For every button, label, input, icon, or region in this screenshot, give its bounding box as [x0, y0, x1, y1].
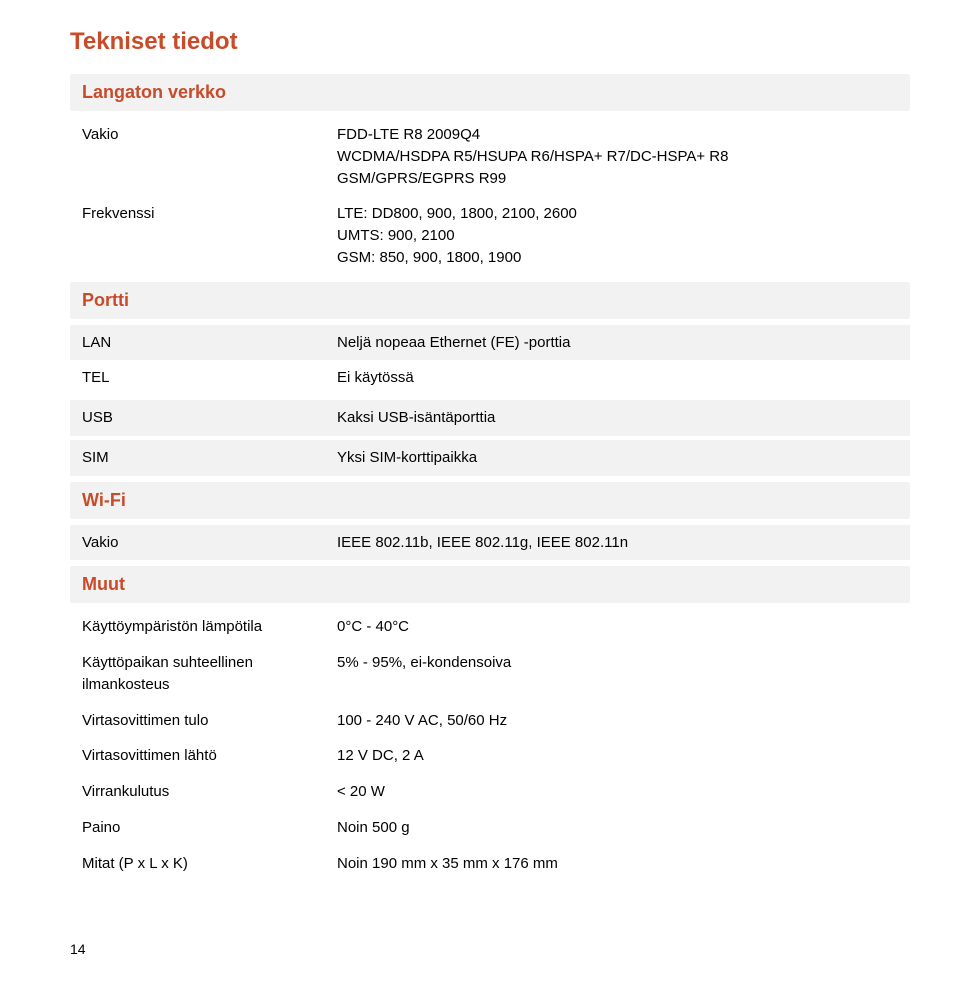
label-wifi-vakio: Vakio — [82, 532, 337, 554]
row-weight: Paino Noin 500 g — [70, 810, 910, 846]
section-wifi: Wi-Fi — [70, 482, 910, 519]
vakio-line-0: FDD-LTE R8 2009Q4 — [337, 124, 898, 146]
label-temp: Käyttöympäristön lämpötila — [82, 616, 337, 638]
label-psu-out: Virtasovittimen lähtö — [82, 745, 337, 767]
section-portti: Portti — [70, 282, 910, 319]
page-title: Tekniset tiedot — [70, 28, 910, 56]
freq-line-2: GSM: 850, 900, 1800, 1900 — [337, 247, 898, 269]
section-wireless: Langaton verkko — [70, 74, 910, 111]
row-lan: LAN Neljä nopeaa Ethernet (FE) -porttia — [70, 325, 910, 361]
label-humidity: Käyttöpaikan suhteellinen ilmankosteus — [82, 652, 337, 696]
value-tel: Ei käytössä — [337, 367, 898, 389]
row-temp: Käyttöympäristön lämpötila 0°C - 40°C — [70, 609, 910, 645]
value-usb: Kaksi USB-isäntäporttia — [337, 407, 898, 429]
row-tel: TEL Ei käytössä — [70, 360, 910, 396]
label-sim: SIM — [82, 447, 337, 469]
row-wifi-vakio: Vakio IEEE 802.11b, IEEE 802.11g, IEEE 8… — [70, 525, 910, 561]
row-usb: USB Kaksi USB-isäntäporttia — [70, 400, 910, 436]
value-frekvenssi: LTE: DD800, 900, 1800, 2100, 2600 UMTS: … — [337, 203, 898, 268]
label-vakio: Vakio — [82, 124, 337, 189]
value-wifi-vakio: IEEE 802.11b, IEEE 802.11g, IEEE 802.11n — [337, 532, 898, 554]
value-sim: Yksi SIM-korttipaikka — [337, 447, 898, 469]
freq-line-1: UMTS: 900, 2100 — [337, 225, 898, 247]
value-power: < 20 W — [337, 781, 898, 803]
label-lan: LAN — [82, 332, 337, 354]
value-dims: Noin 190 mm x 35 mm x 176 mm — [337, 853, 898, 875]
value-vakio: FDD-LTE R8 2009Q4 WCDMA/HSDPA R5/HSUPA R… — [337, 124, 898, 189]
row-power: Virrankulutus < 20 W — [70, 774, 910, 810]
label-power: Virrankulutus — [82, 781, 337, 803]
label-tel: TEL — [82, 367, 337, 389]
row-dims: Mitat (P x L x K) Noin 190 mm x 35 mm x … — [70, 846, 910, 882]
value-humidity: 5% - 95%, ei-kondensoiva — [337, 652, 898, 696]
vakio-line-1: WCDMA/HSDPA R5/HSUPA R6/HSPA+ R7/DC-HSPA… — [337, 146, 898, 168]
value-psu-in: 100 - 240 V AC, 50/60 Hz — [337, 710, 898, 732]
row-psu-in: Virtasovittimen tulo 100 - 240 V AC, 50/… — [70, 703, 910, 739]
page-number: 14 — [70, 941, 910, 957]
row-frekvenssi: Frekvenssi LTE: DD800, 900, 1800, 2100, … — [70, 196, 910, 275]
value-weight: Noin 500 g — [337, 817, 898, 839]
label-weight: Paino — [82, 817, 337, 839]
row-vakio: Vakio FDD-LTE R8 2009Q4 WCDMA/HSDPA R5/H… — [70, 117, 910, 196]
value-psu-out: 12 V DC, 2 A — [337, 745, 898, 767]
vakio-line-2: GSM/GPRS/EGPRS R99 — [337, 168, 898, 190]
label-psu-in: Virtasovittimen tulo — [82, 710, 337, 732]
row-psu-out: Virtasovittimen lähtö 12 V DC, 2 A — [70, 738, 910, 774]
row-sim: SIM Yksi SIM-korttipaikka — [70, 440, 910, 476]
row-humidity: Käyttöpaikan suhteellinen ilmankosteus 5… — [70, 645, 910, 703]
section-muut: Muut — [70, 566, 910, 603]
label-usb: USB — [82, 407, 337, 429]
value-lan: Neljä nopeaa Ethernet (FE) -porttia — [337, 332, 898, 354]
label-dims: Mitat (P x L x K) — [82, 853, 337, 875]
value-temp: 0°C - 40°C — [337, 616, 898, 638]
label-frekvenssi: Frekvenssi — [82, 203, 337, 268]
freq-line-0: LTE: DD800, 900, 1800, 2100, 2600 — [337, 203, 898, 225]
